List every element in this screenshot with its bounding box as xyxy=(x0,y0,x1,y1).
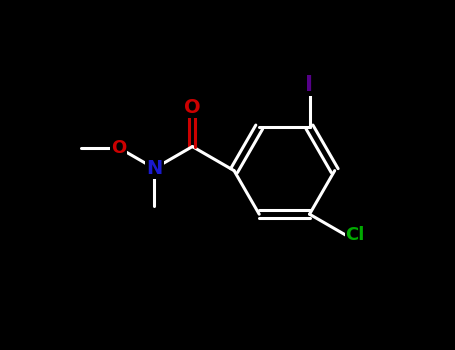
Text: N: N xyxy=(147,159,162,178)
Text: I: I xyxy=(305,75,313,94)
Text: Cl: Cl xyxy=(345,226,365,244)
Text: O: O xyxy=(111,139,126,157)
Text: O: O xyxy=(184,98,201,117)
